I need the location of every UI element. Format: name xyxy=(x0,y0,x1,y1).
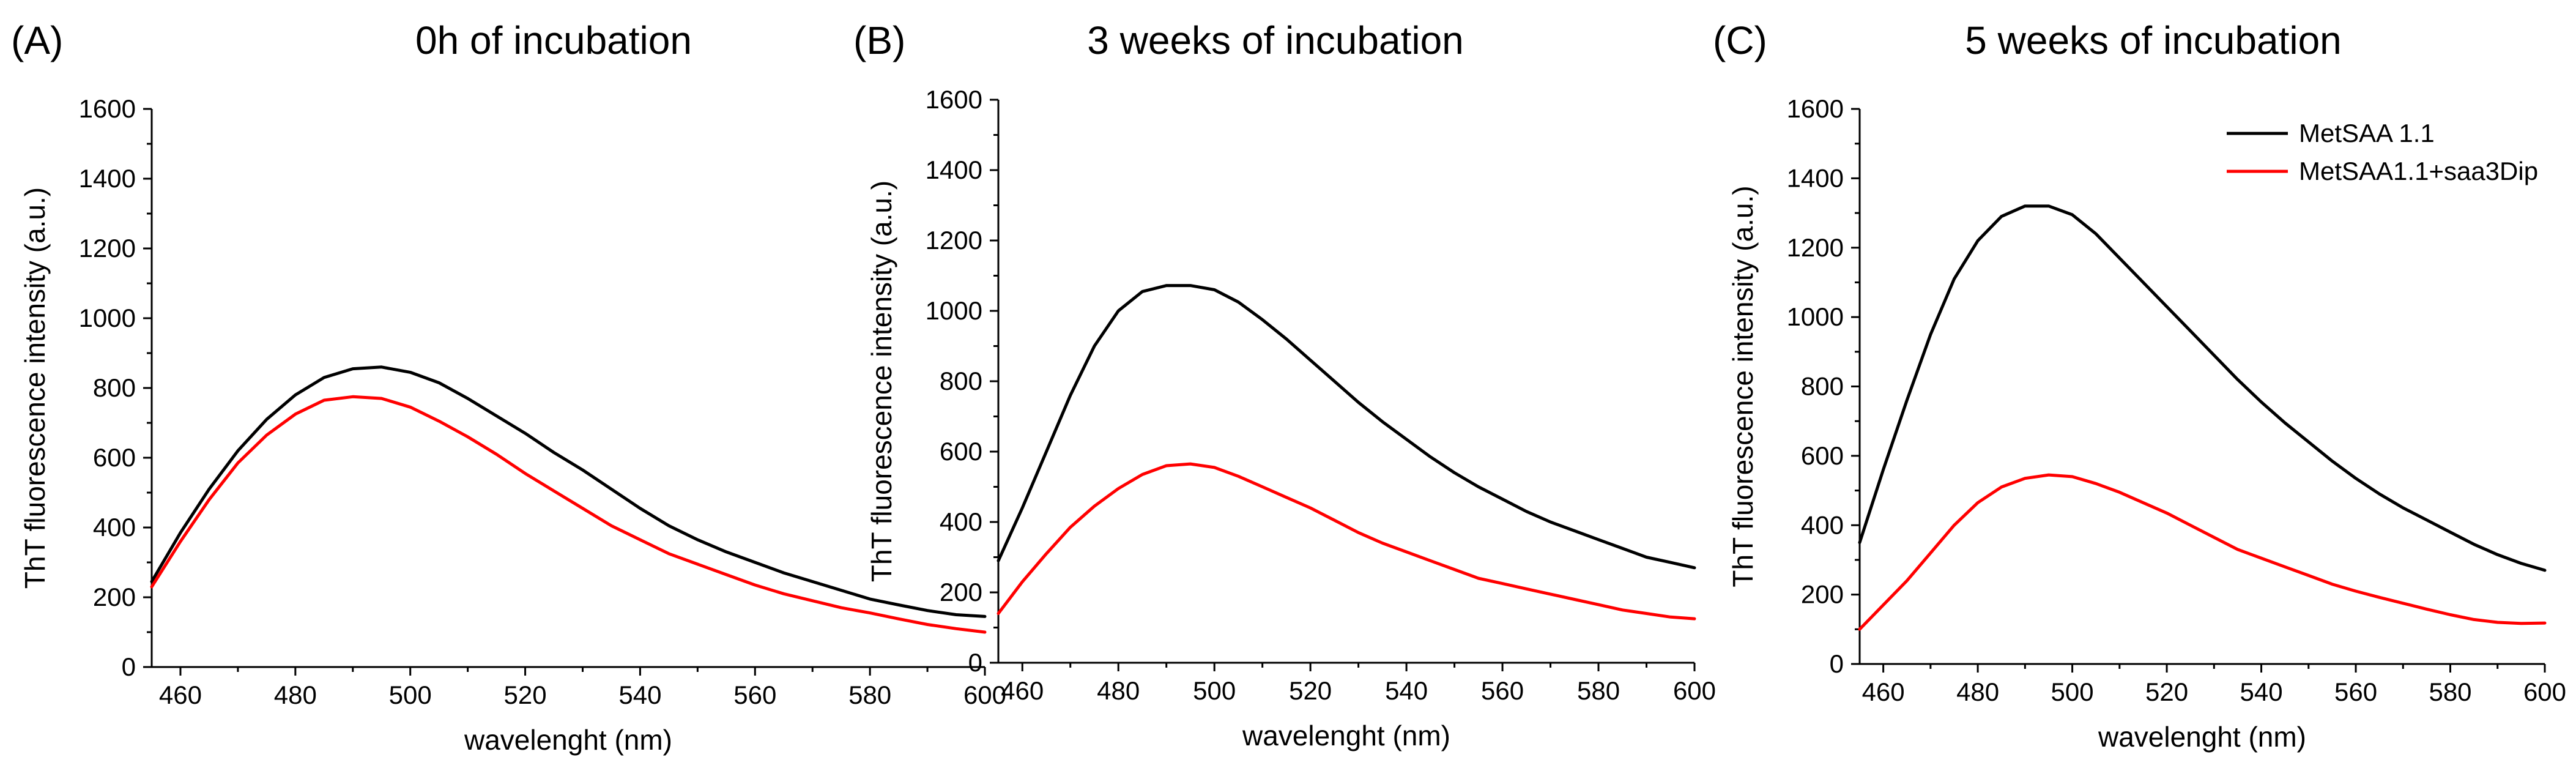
panel-a-series-line-2 xyxy=(150,395,987,634)
panel-a-x-tick-label: 600 xyxy=(963,680,1006,709)
panel-c-x-tick-label: 520 xyxy=(2145,677,2188,706)
panel-a-y-tick-label: 400 xyxy=(93,513,136,542)
panel-a-series-line-1 xyxy=(150,365,987,618)
panel-c-y-tick-label: 800 xyxy=(1801,372,1844,401)
panel-c-y-tick-label: 1400 xyxy=(1787,163,1844,192)
panel-b-y-tick-label: 800 xyxy=(940,367,982,395)
panel-b-chart: (B) 3 weeks of incubation 0 200 400 600 800 100… xyxy=(853,18,1716,751)
panel-b-series-line-1 xyxy=(997,284,1696,570)
panel-b-x-tick-label: 600 xyxy=(1673,676,1716,705)
panel-c-x-tick-label: 560 xyxy=(2334,677,2377,706)
panel-c-y-tick-label: 1200 xyxy=(1787,233,1844,262)
panel-b-letter: (B) xyxy=(853,18,905,62)
panel-b-series-line-2 xyxy=(997,462,1696,621)
panel-c-legend-label-1: MetSAA 1.1 xyxy=(2299,119,2435,147)
panel-c-y-tick-label: 1600 xyxy=(1787,94,1844,123)
panel-c-x-tick-label: 500 xyxy=(2051,677,2094,706)
panel-b-y-tick-label: 1000 xyxy=(926,296,982,325)
panel-a-x-tick-label: 500 xyxy=(389,680,432,709)
panel-b-x-tick-label: 520 xyxy=(1289,676,1332,705)
panel-a-x-axis-title: wavelenght (nm) xyxy=(464,724,672,756)
panel-a-chart: (A) 0h of incubation 0 200 400 600 800 1000 1200… xyxy=(11,18,1006,756)
panel-b-x-tick-label: 480 xyxy=(1097,676,1140,705)
panel-a-letter: (A) xyxy=(11,18,63,62)
panel-a-x-tick-label: 460 xyxy=(159,680,202,709)
panel-c-y-tick-label: 200 xyxy=(1801,580,1844,609)
panel-a-x-tick-label: 480 xyxy=(274,680,317,709)
panel-c-y-tick-label: 1000 xyxy=(1787,302,1844,331)
panel-c-y-tick-label: 0 xyxy=(1830,649,1844,678)
panel-a-x-tick-label: 540 xyxy=(618,680,661,709)
panel-a-x-tick-label: 580 xyxy=(848,680,891,709)
panel-a-y-tick-label: 1400 xyxy=(79,164,136,193)
panel-c-x-axis-title: wavelenght (nm) xyxy=(2098,721,2306,753)
panel-b-x-tick-label: 500 xyxy=(1193,676,1236,705)
panel-c-x-tick-label: 480 xyxy=(1956,677,1999,706)
panel-a-y-tick-label: 1200 xyxy=(79,234,136,263)
panel-c-series-line-1 xyxy=(1858,204,2547,572)
panel-b-x-tick-label: 580 xyxy=(1577,676,1620,705)
panel-a-y-tick-label: 200 xyxy=(93,583,136,611)
panel-a-x-tick-label: 560 xyxy=(733,680,776,709)
panel-b-x-axis-title: wavelenght (nm) xyxy=(1242,720,1450,751)
panel-c-x-tick-label: 540 xyxy=(2240,677,2283,706)
panel-c-y-axis-title: ThT fluorescence intensity (a.u.) xyxy=(1727,185,1759,587)
panel-c-series-line-2 xyxy=(1858,473,2547,631)
panel-c-letter: (C) xyxy=(1713,18,1767,62)
panel-c-y-tick-label: 400 xyxy=(1801,510,1844,539)
panel-a-y-tick-label: 1000 xyxy=(79,304,136,332)
panel-b-x-tick-label: 540 xyxy=(1385,676,1428,705)
panel-c-y-tick-label: 600 xyxy=(1801,441,1844,470)
panel-c-chart: (C) 5 weeks of incubation 0 200 400 600 800 100… xyxy=(1713,18,2566,753)
panel-b-y-tick-label: 1600 xyxy=(926,85,982,114)
panel-b-y-tick-label: 0 xyxy=(968,648,982,677)
panel-b-y-axis-title: ThT fluorescence intensity (a.u.) xyxy=(866,181,897,582)
panel-b-y-tick-label: 400 xyxy=(940,507,982,536)
panel-b-y-tick-label: 1200 xyxy=(926,226,982,255)
panel-b-y-tick-label: 200 xyxy=(940,578,982,606)
panel-a-y-tick-label: 0 xyxy=(122,652,136,681)
panel-a-y-tick-label: 600 xyxy=(93,443,136,472)
panel-c-x-tick-label: 460 xyxy=(1862,677,1905,706)
panel-c-legend-label-2: MetSAA1.1+saa3Dip xyxy=(2299,157,2538,185)
panel-a-x-tick-label: 520 xyxy=(504,680,547,709)
panel-b-y-tick-label: 600 xyxy=(940,437,982,466)
panel-c-x-tick-label: 580 xyxy=(2429,677,2471,706)
panel-a-y-tick-label: 800 xyxy=(93,373,136,402)
panel-b-x-tick-label: 560 xyxy=(1481,676,1524,705)
panel-a-title: 0h of incubation xyxy=(415,18,692,62)
panel-a-y-axis-title: ThT fluorescence intensity (a.u.) xyxy=(19,187,51,589)
panel-c-x-tick-label: 600 xyxy=(2523,677,2566,706)
panel-b-title: 3 weeks of incubation xyxy=(1087,18,1464,62)
panel-c-title: 5 weeks of incubation xyxy=(1965,18,2342,62)
panel-a-y-tick-label: 1600 xyxy=(79,94,136,123)
panel-b-x-tick-label: 460 xyxy=(1001,676,1044,705)
panel-b-y-tick-label: 1400 xyxy=(926,155,982,184)
